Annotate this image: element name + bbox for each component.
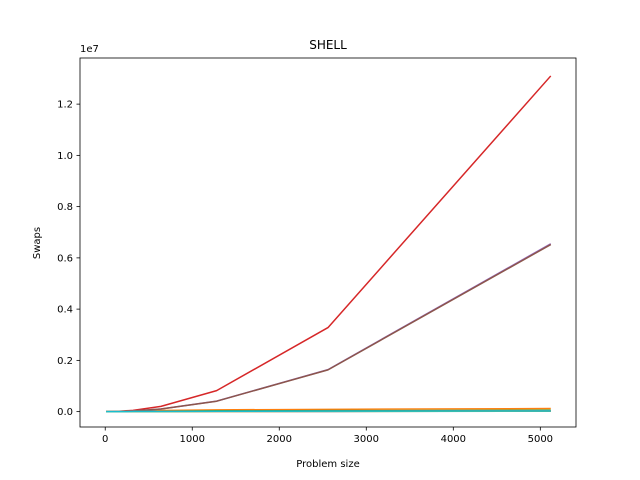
x-tick-label: 1000 <box>180 434 205 445</box>
y-offset-label: 1e7 <box>80 44 99 55</box>
y-axis-title: Swaps <box>32 227 43 259</box>
y-axis-ticks: 0.0 0.2 0.4 0.6 0.8 1.0 1.2 <box>57 100 80 418</box>
y-tick-label: 0.0 <box>57 407 73 418</box>
y-tick-label: 0.2 <box>57 356 73 367</box>
series-group <box>106 75 552 413</box>
x-tick-label: 5000 <box>528 434 553 445</box>
chart-title: SHELL <box>309 38 347 52</box>
y-tick-label: 1.0 <box>57 151 73 162</box>
y-tick-label: 0.8 <box>57 202 73 213</box>
x-tick-label: 3000 <box>354 434 379 445</box>
x-axis-title: Problem size <box>296 459 359 470</box>
plot-area <box>79 57 577 428</box>
series-line-9 <box>106 410 551 413</box>
y-tick-label: 0.6 <box>57 253 73 264</box>
x-axis-ticks: 0 1000 2000 3000 4000 5000 <box>102 427 553 445</box>
y-tick-label: 0.4 <box>57 305 73 316</box>
x-tick-label: 0 <box>102 434 108 445</box>
x-tick-label: 2000 <box>267 434 292 445</box>
series-line-3 <box>106 75 552 413</box>
y-tick-label: 1.2 <box>57 100 73 111</box>
x-tick-label: 4000 <box>441 434 466 445</box>
